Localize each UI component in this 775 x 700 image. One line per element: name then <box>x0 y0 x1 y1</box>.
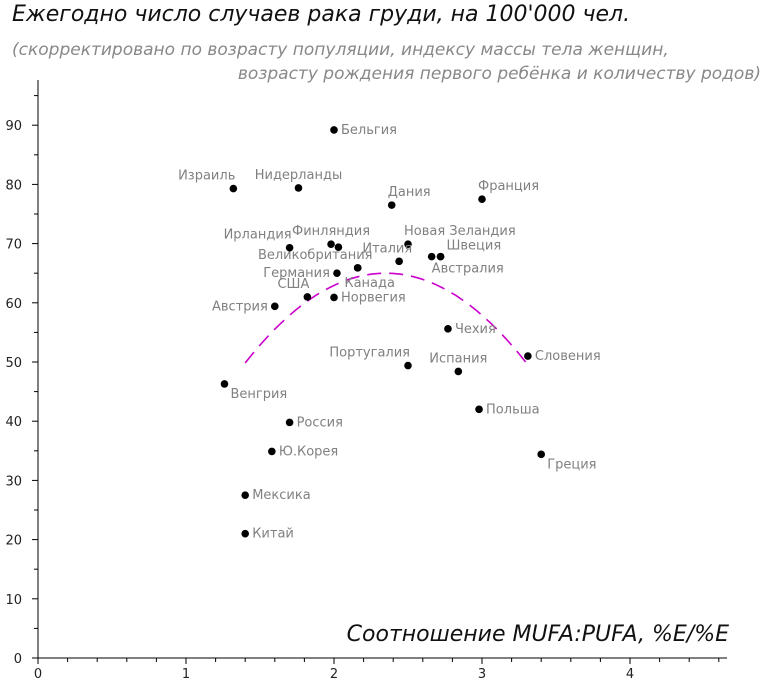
data-points: Бельгия Израиль Нидерланды Дания Франция Ирла… <box>178 123 601 542</box>
y-tick-label: 80 <box>5 178 22 193</box>
data-point <box>268 447 276 456</box>
x-tick-label: 3 <box>478 667 486 682</box>
y-tick-label: 30 <box>5 474 22 489</box>
y-tick-label: 60 <box>5 297 22 312</box>
data-point <box>478 195 486 203</box>
y-tick-label: 50 <box>5 356 22 371</box>
y-tick-label: 40 <box>5 415 22 430</box>
point-label: Россия <box>297 415 343 430</box>
data-point <box>330 293 338 302</box>
point-label: Дания <box>388 185 431 200</box>
y-tick-label: 20 <box>5 534 22 549</box>
data-point <box>229 184 238 193</box>
point-label: Финляндия <box>292 224 370 239</box>
point-label: Австрия <box>212 299 268 314</box>
point-label: Великобритания <box>258 248 373 263</box>
data-point <box>303 293 312 301</box>
data-point <box>334 243 343 251</box>
trend-curve-group <box>244 272 528 364</box>
data-point <box>524 352 532 360</box>
data-point <box>387 201 396 209</box>
y-tick-label: 90 <box>5 119 22 134</box>
data-point <box>241 491 249 500</box>
data-point <box>294 184 303 192</box>
data-point <box>327 240 335 248</box>
chart-title: Ежегодно число случаев рака груди, на 10… <box>12 2 631 27</box>
point-label: Испания <box>429 351 487 366</box>
data-point <box>454 367 463 376</box>
y-tick-label: 0 <box>14 652 22 667</box>
point-label: США <box>277 277 309 292</box>
point-label: Израиль <box>178 169 235 184</box>
data-point <box>537 450 545 459</box>
point-label: Германия <box>263 266 330 281</box>
x-tick-label: 1 <box>182 667 190 682</box>
data-point <box>271 302 279 311</box>
point-label: Польша <box>486 402 540 417</box>
point-label: Франция <box>478 179 539 194</box>
point-label: Италия <box>362 241 412 256</box>
data-point <box>404 240 412 248</box>
data-point <box>220 380 229 388</box>
data-point <box>475 405 483 414</box>
data-point <box>285 243 294 252</box>
point-label: Словения <box>535 349 601 364</box>
point-label: Новая Зеландия <box>404 224 516 239</box>
data-point <box>241 529 249 538</box>
point-label: Канада <box>344 276 395 291</box>
point-label: Китай <box>252 527 294 542</box>
point-label: Нидерланды <box>255 168 343 183</box>
data-point <box>333 269 341 278</box>
data-point <box>444 325 452 333</box>
point-label: Бельгия <box>341 123 397 138</box>
point-label: Норвегия <box>341 290 406 305</box>
trend-curve <box>244 272 528 364</box>
x-tick-label: 2 <box>330 667 338 682</box>
x-axis-label: Соотношение MUFA:PUFA, %E/%E <box>346 622 729 647</box>
y-tick-label: 10 <box>5 593 22 608</box>
point-label: Мексика <box>252 488 310 503</box>
chart-subtitle-line-2: возрасту рождения первого ребёнка и коли… <box>237 64 761 84</box>
point-label: Ю.Корея <box>279 444 338 459</box>
data-point <box>404 361 412 370</box>
point-label: Ирландия <box>224 228 292 243</box>
data-point <box>285 418 294 427</box>
data-point <box>330 126 338 134</box>
y-tick-label: 70 <box>5 238 22 253</box>
data-point <box>436 252 445 261</box>
point-label: Чехия <box>455 322 496 337</box>
point-label: Венгрия <box>230 387 287 402</box>
data-point <box>395 257 403 266</box>
point-label: Греция <box>547 457 596 472</box>
point-label: Португалия <box>329 346 410 361</box>
data-point <box>427 252 436 261</box>
x-tick-label: 4 <box>626 667 634 682</box>
point-label: Австралия <box>432 262 504 277</box>
x-tick-label: 0 <box>34 667 42 682</box>
point-label: Швеция <box>446 239 501 254</box>
data-point <box>353 264 362 272</box>
chart-subtitle-line-1: (скорректировано по возрасту популяции, … <box>12 40 669 60</box>
